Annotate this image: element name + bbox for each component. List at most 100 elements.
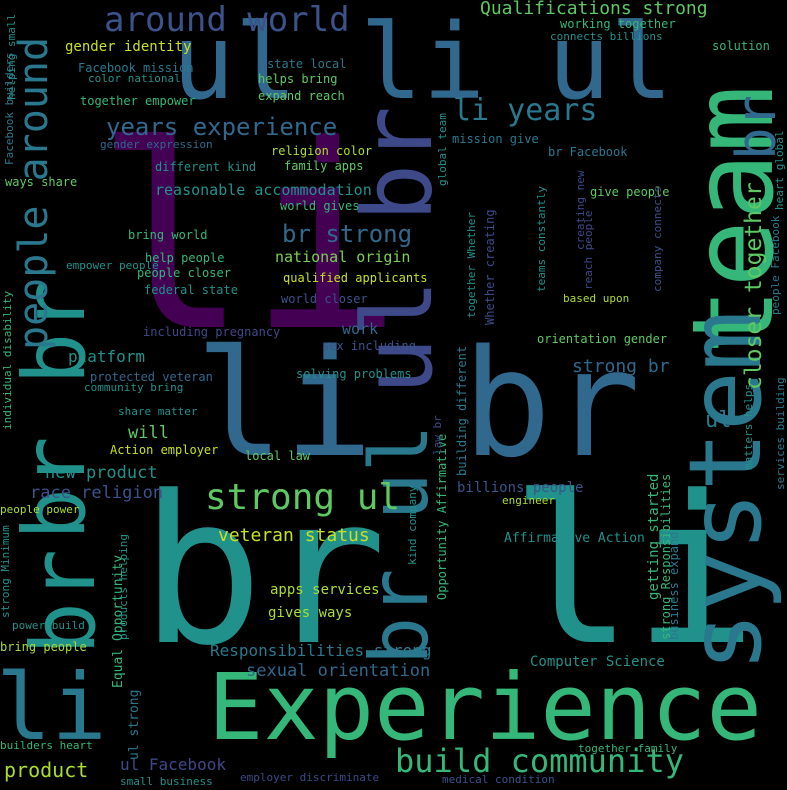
word: engineer [502, 494, 555, 507]
word: products helping [117, 534, 130, 640]
word: billions people [457, 480, 584, 496]
word: power build [12, 619, 85, 632]
word: empower people [66, 259, 159, 272]
word: sexual orientation [246, 661, 431, 681]
word: ul [705, 408, 732, 433]
word: bring world [128, 228, 208, 242]
word: help people [145, 251, 225, 265]
word: build community [395, 742, 684, 780]
word: new product [45, 463, 158, 483]
word: br Facebook [548, 145, 628, 159]
word: matters helps [742, 383, 755, 470]
word: br li [140, 453, 758, 691]
word: people closer [137, 266, 231, 280]
word: orientation gender [537, 332, 668, 346]
word: helps bring [258, 72, 338, 86]
word: race religion [30, 483, 164, 503]
word: give people [590, 185, 670, 199]
word: ul strong [127, 689, 142, 760]
word: world closer [281, 292, 368, 306]
word: small business [120, 775, 213, 788]
word: color national [88, 72, 181, 85]
word: will [128, 423, 169, 443]
word: based upon [563, 292, 630, 305]
word: heart global [773, 130, 786, 210]
word: strong ul [205, 477, 401, 518]
word: ways share [5, 175, 78, 189]
word: br strong [282, 220, 413, 248]
word: sex including [322, 339, 416, 353]
word: Qualifications strong [480, 0, 708, 19]
word: connects billions [550, 30, 663, 43]
word: law br [431, 415, 444, 455]
word: including pregnancy [143, 325, 281, 339]
word: working together [560, 17, 676, 31]
word: state local [267, 57, 347, 71]
word: expand reach [258, 89, 345, 103]
word: builders heart [0, 739, 93, 752]
word: li [0, 654, 107, 761]
word: apps services [270, 582, 380, 598]
word: veteran status [218, 525, 370, 546]
word: individual disability [1, 290, 14, 430]
word: global team [436, 113, 449, 186]
word: people power [0, 503, 80, 516]
word: qualified applicants [283, 271, 428, 285]
word: solving problems [296, 367, 412, 381]
word: world gives [280, 199, 360, 213]
word: strong Minimum [0, 525, 12, 618]
word: different kind [155, 160, 257, 174]
word: Action employer [110, 443, 219, 457]
word: employer discriminate [240, 771, 380, 784]
word: bring people [0, 640, 87, 654]
word: gives ways [268, 605, 353, 621]
word: work [342, 320, 379, 338]
word: around world [104, 0, 350, 40]
word: solution [712, 39, 770, 53]
word: helping small [5, 13, 18, 100]
word: building different [455, 345, 469, 476]
word: platform [68, 347, 146, 366]
word: closer together [741, 182, 767, 390]
word: business expand [667, 531, 681, 640]
word: li years [453, 93, 598, 128]
word: share matter [118, 405, 198, 418]
word: Whether creating [483, 209, 497, 325]
word: local law [245, 449, 311, 463]
word: Computer Science [530, 654, 665, 670]
word: national origin [275, 248, 411, 266]
word: community bring [84, 381, 184, 394]
word: people Facebook [769, 215, 782, 315]
word: federal state [144, 283, 238, 297]
word: gender identity [65, 39, 192, 55]
word: medical condition [442, 773, 555, 786]
word: li br [195, 318, 641, 490]
word: ul li ul [172, 1, 673, 123]
word: family apps [284, 159, 364, 173]
word: ul Facebook [120, 755, 226, 774]
word: br ul [353, 424, 446, 665]
word: services building [774, 377, 787, 490]
word: Facebook mission [78, 61, 194, 75]
word: protected veteran [90, 370, 213, 384]
word: reach people [582, 210, 595, 290]
word: religion color [271, 144, 373, 158]
word: kind company [406, 485, 419, 565]
word: years experience [106, 113, 338, 141]
word: company connects [651, 186, 664, 292]
word: Affirmative Action [504, 531, 645, 546]
word: people around [11, 36, 57, 350]
word: together Whether [465, 212, 478, 318]
word: gender expression [100, 138, 213, 151]
word: mission give [452, 132, 539, 146]
word: reasonable accommodation [155, 181, 372, 199]
word: together family [578, 742, 678, 755]
word: Opportunity Affirmative [435, 433, 449, 600]
word: product [4, 758, 89, 782]
word: Experience [208, 654, 762, 761]
word: li [95, 91, 403, 388]
word: Responsibilities strong [210, 641, 432, 660]
word: teams constantly [535, 186, 548, 292]
word: together empower [80, 94, 196, 108]
